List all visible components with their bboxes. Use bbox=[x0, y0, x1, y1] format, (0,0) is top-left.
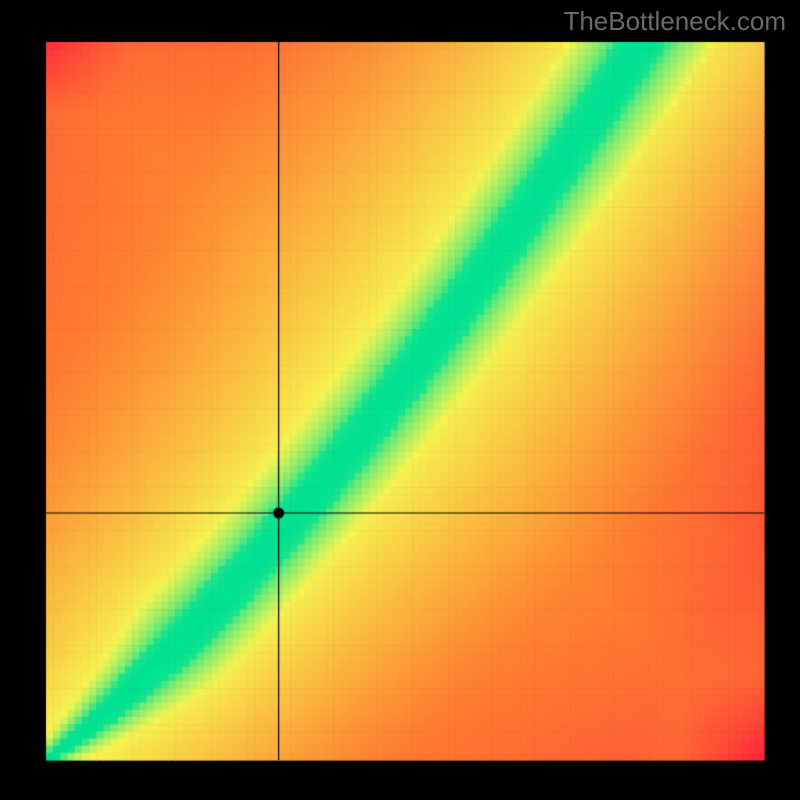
chart-container: TheBottleneck.com bbox=[0, 0, 800, 800]
bottleneck-heatmap bbox=[0, 0, 800, 800]
watermark-text: TheBottleneck.com bbox=[563, 6, 786, 37]
